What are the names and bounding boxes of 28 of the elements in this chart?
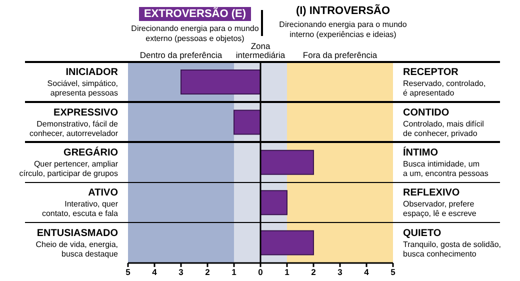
x-tick-label: 4 bbox=[364, 267, 370, 278]
y2-tick-label: QUIETO Tranquilo, gosta de solidão, busca conhecimento bbox=[403, 228, 501, 258]
y2-tick-label: RECEPTOR Reservado, controlado, é apresentado bbox=[403, 67, 486, 98]
band-label: Dentro da preferência bbox=[140, 50, 222, 60]
x-tick-label: 5 bbox=[390, 267, 396, 278]
chart-title: EXTROVERSÃO (E) bbox=[138, 7, 252, 21]
x-tick-label: 2 bbox=[205, 267, 210, 278]
y-tick-label: EXPRESSIVO Demonstrativo, fácil de conhecer, autorrevelador bbox=[30, 107, 119, 138]
x-tick-label: 2 bbox=[311, 267, 316, 278]
x-tick-label: 3 bbox=[178, 267, 184, 278]
text: (I) INTROVERSÃO bbox=[294, 4, 392, 18]
x-tick-label: 3 bbox=[338, 267, 343, 278]
text: Direcionando energia para o mundo interno (experiências e ideias) bbox=[278, 20, 408, 40]
y2-tick-label: CONTIDO Controlado, mais difícil de conhecer, privado bbox=[403, 107, 484, 138]
x-tick-label: 4 bbox=[152, 267, 158, 278]
band-label: Fora da preferência bbox=[302, 50, 378, 60]
x-tick-label: 1 bbox=[284, 267, 290, 278]
x-tick-label: 5 bbox=[126, 267, 131, 278]
y-tick-label: ENTUSIASMADO Cheio de vida, energia, busca destaque bbox=[36, 228, 119, 258]
y2-tick-label: ÍNTIMO Busca intimidade, um a um, encontra pessoas bbox=[403, 146, 488, 178]
x-tick-label: 0 bbox=[258, 267, 264, 278]
y-tick-label: GREGÁRIO Quer pertencer, ampliar círculo, participar de grupos bbox=[19, 146, 118, 178]
y-tick-label: ATIVO Interativo, quer contato, escuta e fala bbox=[42, 188, 119, 218]
x-tick-label: 1 bbox=[232, 267, 237, 278]
y2-tick-label: REFLEXIVO Observador, prefere espaço, lê e escreve bbox=[403, 188, 477, 218]
chart-subtitle: Direcionando energia para o mundo externo (pessoas e objetos) bbox=[131, 24, 259, 43]
y-tick-label: INICIADOR Sociável, simpático, apresenta pessoas bbox=[47, 67, 119, 98]
band-label: Zona intermediária bbox=[236, 41, 286, 60]
